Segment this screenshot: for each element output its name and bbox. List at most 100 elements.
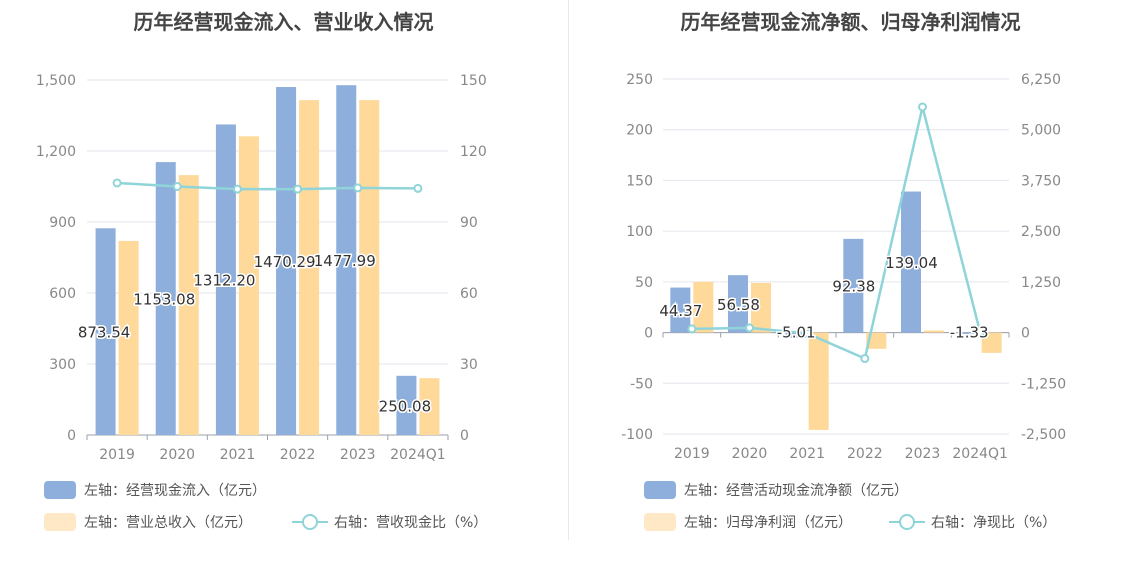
x-tick-label: 2022 <box>280 447 316 463</box>
left-chart-panel: 历年经营现金流入、营业收入情况 0 300 600 900 1,200 1,500 0 30 6… <box>36 10 487 532</box>
bar-secondary <box>118 240 139 435</box>
y-right-tick-label: -2,500 <box>1021 427 1066 443</box>
bar-secondary <box>178 175 199 435</box>
data-label: 1477.99 <box>314 252 376 270</box>
y-left-tick-label: 600 <box>49 286 76 302</box>
y-right-tick-label: 60 <box>460 286 478 302</box>
y-left-tick-label: 50 <box>635 275 653 291</box>
data-label: 873.54 <box>78 324 131 342</box>
line-point <box>172 182 182 191</box>
legend-swatch <box>644 481 676 499</box>
line-point <box>413 183 423 193</box>
data-label: -5.01 <box>777 324 816 342</box>
x-tick-label: 2023 <box>340 447 376 463</box>
y-left-tick-label: 300 <box>49 357 76 373</box>
line-point <box>232 184 242 194</box>
y-right-tick-label: -1,250 <box>1021 376 1066 392</box>
line-series <box>117 181 418 191</box>
bar-primary <box>215 124 236 436</box>
legend-item-revenue[interactable]: 左轴：营业总收入（亿元） <box>44 512 252 532</box>
y-right-tick-label: 1,250 <box>1021 275 1061 291</box>
y-left-tick-label: 0 <box>67 428 76 444</box>
bar-secondary <box>693 281 714 333</box>
y-right-tick-label: 2,500 <box>1021 224 1061 240</box>
data-label: 1470.29 <box>254 253 316 271</box>
line-series <box>691 106 982 361</box>
data-label: 44.37 <box>659 302 702 320</box>
data-label: -1.33 <box>950 324 989 342</box>
legend-item-net-profit[interactable]: 左轴：归母净利润（亿元） <box>644 512 852 532</box>
data-label: 250.08 <box>379 397 432 415</box>
right-chart-panel: 历年经营现金流净额、归母净利润情况 -100 -50 0 50 100 150 200 250… <box>567 0 1134 582</box>
legend-label: 左轴：经营活动现金流净额（亿元） <box>684 483 908 499</box>
bar-secondary <box>924 330 944 333</box>
bar-primary <box>95 228 116 435</box>
legend-label: 右轴：净现比（%） <box>931 515 1057 531</box>
x-tick-label: 2023 <box>905 446 941 462</box>
y-right-tick-label: 30 <box>460 357 478 373</box>
y-left-tick-label: 1,200 <box>36 144 76 160</box>
legend-item-net-cash-flow[interactable]: 左轴：经营活动现金流净额（亿元） <box>644 480 908 500</box>
right-chart-plot: -100 -50 0 50 100 150 200 250 -2,500 -1,250 0 1,250… <box>621 72 1066 462</box>
y-left-tick-label: 900 <box>49 215 76 231</box>
x-tick-label: 2024Q1 <box>952 446 1008 462</box>
legend-swatch <box>644 513 676 531</box>
y-right-tick-label: 0 <box>460 428 469 444</box>
y-left-tick-label: -50 <box>630 376 653 392</box>
legend-swatch <box>44 513 76 531</box>
data-label: 92.38 <box>832 278 875 296</box>
line-point <box>860 354 870 364</box>
bar-primary <box>785 332 806 338</box>
y-right-tick-label: 6,250 <box>1021 72 1061 88</box>
legend-item-cash-inflow[interactable]: 左轴：经营现金流入（亿元） <box>44 480 266 500</box>
data-label: 1153.08 <box>133 291 195 309</box>
legend-label: 左轴：归母净利润（亿元） <box>684 515 852 531</box>
y-left-tick-label: 200 <box>626 123 653 139</box>
line-point <box>975 327 985 337</box>
legend-swatch <box>44 481 76 499</box>
bar-secondary <box>981 332 1002 353</box>
legend-label: 左轴：经营现金流入（亿元） <box>84 483 266 499</box>
legend-item-ratio[interactable]: 右轴：营收现金比（%） <box>292 512 487 532</box>
line-point <box>918 102 927 112</box>
y-right-tick-label: 5,000 <box>1021 123 1061 139</box>
y-right-tick-label: 150 <box>460 73 487 89</box>
y-left-tick-label: 0 <box>644 326 653 342</box>
y-right-tick-label: 90 <box>460 215 478 231</box>
bar-primary <box>670 287 691 333</box>
bar-primary <box>843 238 864 333</box>
bar-primary <box>958 332 979 334</box>
x-tick-label: 2020 <box>732 446 768 462</box>
bar-primary <box>276 87 297 435</box>
bar-primary <box>336 85 357 435</box>
y-left-tick-label: 150 <box>626 173 653 189</box>
panel-divider <box>568 0 569 540</box>
y-left-tick-label: 100 <box>626 224 653 240</box>
legend-label: 右轴：营收现金比（%） <box>334 515 488 531</box>
bar-secondary <box>359 100 380 435</box>
x-tick-label: 2020 <box>159 447 195 463</box>
line-point <box>112 178 122 188</box>
bar-secondary <box>299 100 320 435</box>
line-point <box>802 328 812 338</box>
y-right-tick-label: 0 <box>1021 326 1030 342</box>
line-point <box>687 324 697 334</box>
y-left-tick-label: 1,500 <box>36 73 76 89</box>
x-tick-label: 2021 <box>220 447 256 463</box>
x-tick-label: 2019 <box>674 446 710 462</box>
bar-primary <box>728 275 748 333</box>
line-point <box>353 183 363 193</box>
x-tick-label: 2021 <box>789 446 825 462</box>
legend-label: 左轴：营业总收入（亿元） <box>84 515 252 531</box>
data-label: 139.04 <box>885 254 938 272</box>
legend-item-net-cash-ratio[interactable]: 右轴：净现比（%） <box>889 512 1056 532</box>
bar-primary <box>155 162 176 435</box>
x-tick-label: 2019 <box>99 447 135 463</box>
line-point <box>745 323 754 333</box>
bar-primary <box>396 375 417 435</box>
bar-secondary <box>751 282 771 333</box>
data-label: 1312.20 <box>193 272 255 290</box>
x-tick-label: 2024Q1 <box>390 447 446 463</box>
bar-secondary <box>419 378 440 435</box>
y-right-tick-label: 3,750 <box>1021 173 1061 189</box>
